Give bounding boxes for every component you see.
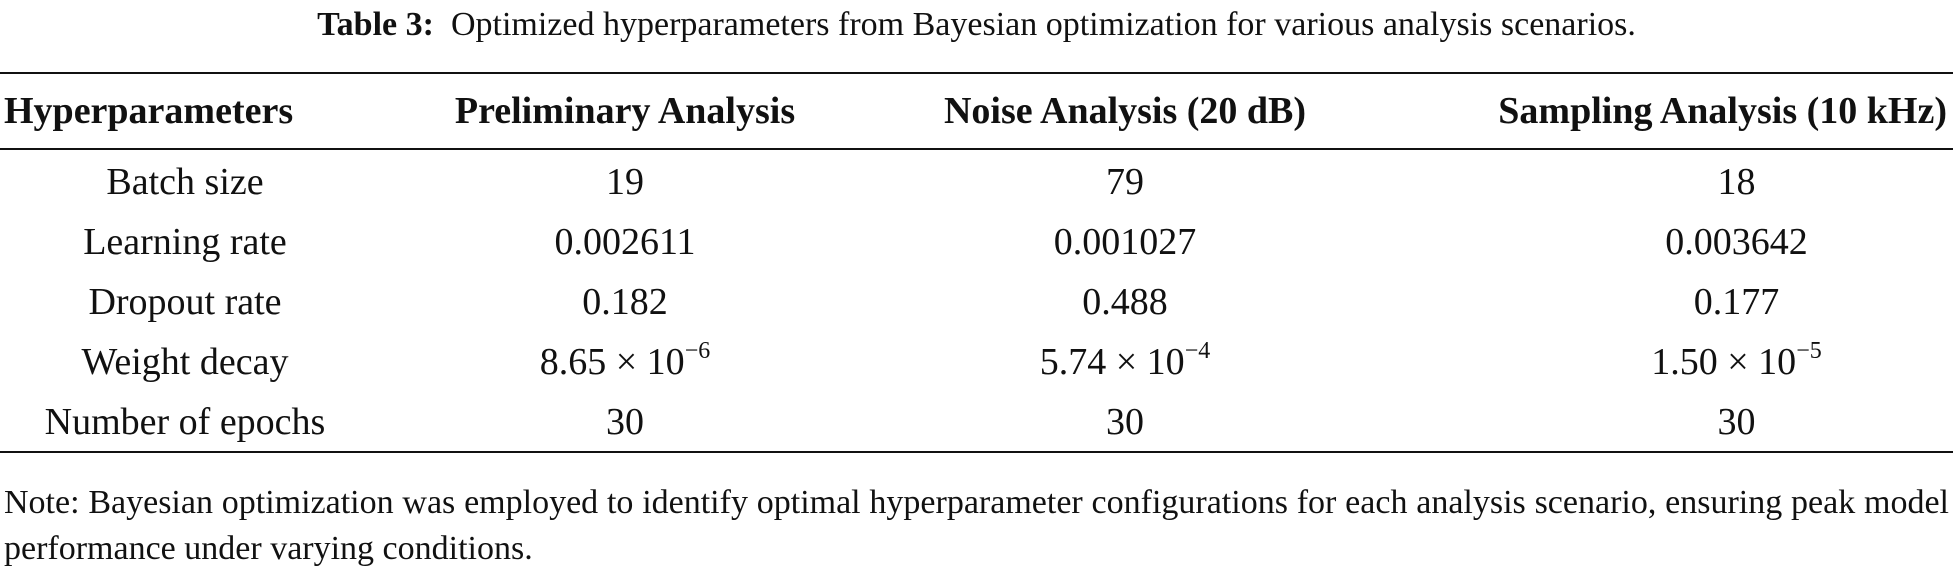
cell-noise: 0.488	[1082, 281, 1168, 323]
table-caption-text: Optimized hyperparameters from Bayesian …	[450, 6, 1636, 43]
cell-exponent: −6	[684, 338, 711, 364]
table-header-row: Hyperparameters Preliminary Analysis Noi…	[0, 74, 1953, 148]
table-row: Learning rate 0.002611 0.001027 0.003642	[0, 212, 1953, 272]
header-preliminary-analysis: Preliminary Analysis	[454, 90, 796, 132]
cell-preliminary: 0.002611	[554, 221, 696, 263]
cell-noise: 0.001027	[1053, 221, 1197, 263]
table-row: Dropout rate 0.182 0.488 0.177	[0, 272, 1953, 332]
table-top-rule	[0, 72, 1953, 74]
cell-preliminary: 30	[606, 401, 644, 443]
cell-exponent: −5	[1796, 338, 1822, 364]
cell-sampling: 30	[1717, 401, 1756, 443]
header-sampling-analysis: Sampling Analysis (10 kHz)	[1498, 90, 1947, 132]
cell-mantissa: 8.65 × 10	[539, 341, 685, 383]
table-caption: Table 3: Optimized hyperparameters from …	[0, 0, 1953, 50]
table-header-rule	[0, 148, 1953, 150]
cell-preliminary: 8.65 × 10−6	[370, 332, 880, 392]
table-bottom-rule	[0, 451, 1953, 453]
cell-sampling: 0.003642	[1665, 221, 1808, 263]
cell-noise: 79	[1106, 161, 1144, 203]
cell-sampling: 1.50 × 10−5	[1370, 332, 1953, 392]
cell-noise: 30	[1106, 401, 1144, 443]
header-noise-analysis: Noise Analysis (20 dB)	[943, 90, 1307, 132]
cell-preliminary: 0.182	[582, 281, 668, 323]
header-hyperparameters: Hyperparameters	[4, 90, 294, 132]
row-label: Batch size	[106, 161, 264, 203]
table-row: Number of epochs 30 30 30	[0, 392, 1953, 452]
cell-mantissa: 5.74 × 10	[1039, 341, 1185, 383]
table-caption-label: Table 3:	[317, 6, 434, 43]
table-row: Weight decay 8.65 × 10−6 5.74 × 10−4 1.5…	[0, 332, 1953, 392]
hyperparameter-table: Hyperparameters Preliminary Analysis Noi…	[0, 74, 1953, 452]
row-label: Dropout rate	[88, 281, 282, 323]
cell-mantissa: 1.50 × 10	[1651, 341, 1797, 383]
cell-exponent: −4	[1184, 338, 1211, 364]
table-note: Note: Bayesian optimization was employed…	[4, 484, 1949, 567]
cell-sampling: 0.177	[1693, 281, 1780, 323]
row-label: Learning rate	[83, 221, 287, 263]
row-label: Number of epochs	[44, 401, 326, 443]
cell-sampling: 18	[1717, 161, 1756, 203]
table-row: Batch size 19 79 18	[0, 148, 1953, 212]
cell-noise: 5.74 × 10−4	[880, 332, 1370, 392]
cell-preliminary: 19	[606, 161, 644, 203]
row-label: Weight decay	[81, 341, 289, 383]
